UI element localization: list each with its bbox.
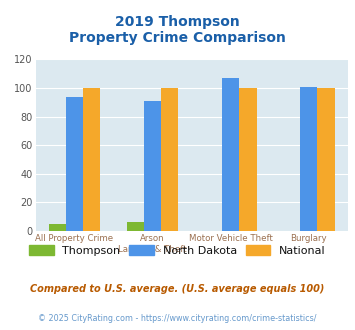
Bar xyxy=(83,88,100,231)
Text: 2019 Thompson: 2019 Thompson xyxy=(115,15,240,29)
Bar xyxy=(161,88,179,231)
Bar xyxy=(300,86,317,231)
Bar xyxy=(239,88,257,231)
Bar xyxy=(66,97,83,231)
Text: © 2025 CityRating.com - https://www.cityrating.com/crime-statistics/: © 2025 CityRating.com - https://www.city… xyxy=(38,314,317,323)
Bar xyxy=(222,78,239,231)
Text: Property Crime Comparison: Property Crime Comparison xyxy=(69,31,286,45)
Bar xyxy=(317,88,335,231)
Bar xyxy=(49,224,66,231)
Legend: Thompson, North Dakota, National: Thompson, North Dakota, National xyxy=(24,241,331,260)
Bar xyxy=(144,101,161,231)
Bar xyxy=(127,222,144,231)
Text: Compared to U.S. average. (U.S. average equals 100): Compared to U.S. average. (U.S. average … xyxy=(30,284,325,294)
